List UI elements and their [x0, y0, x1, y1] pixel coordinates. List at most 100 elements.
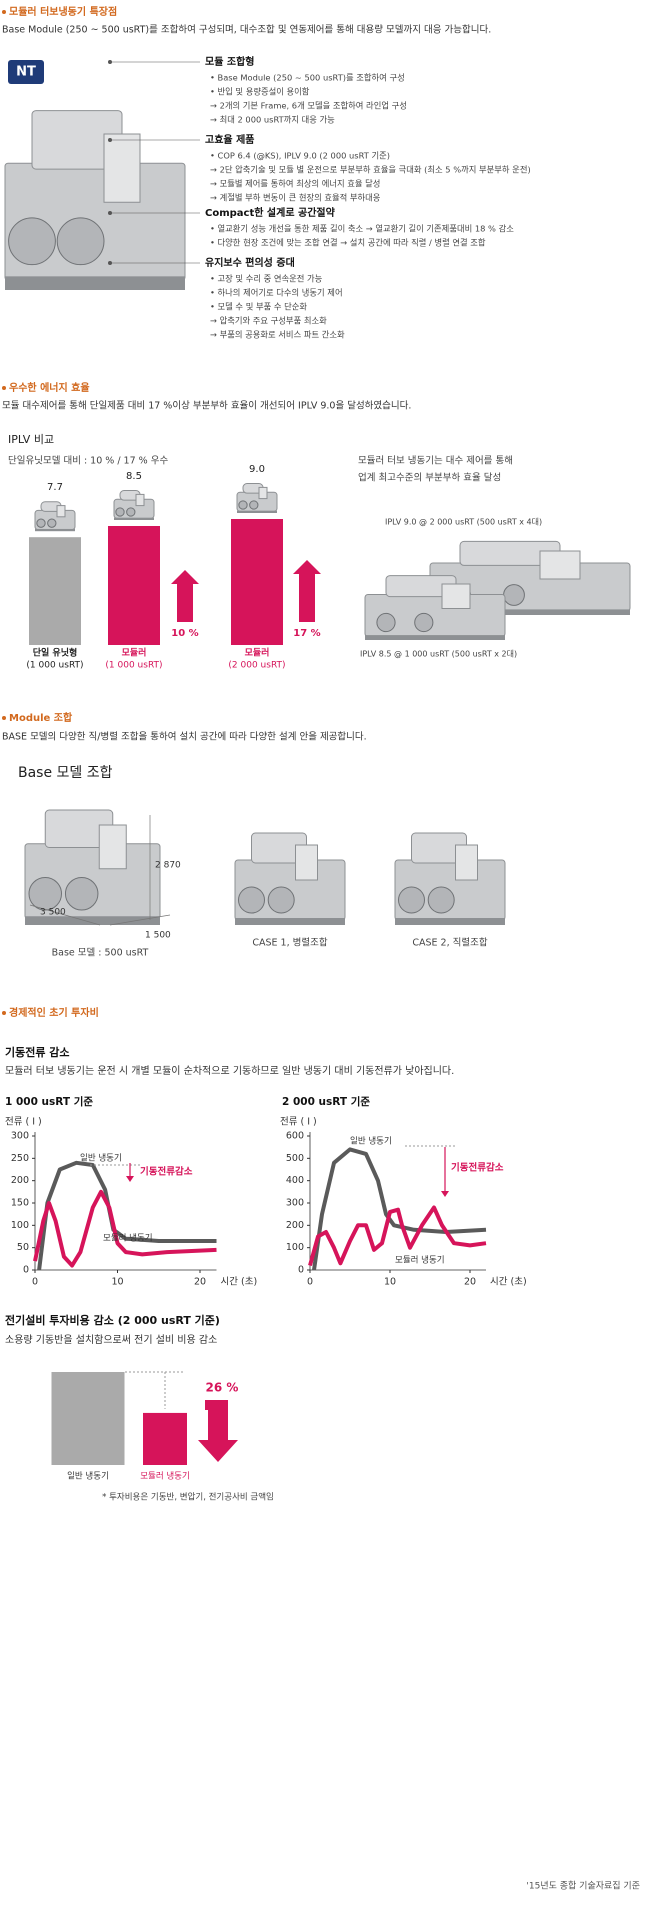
category-label: 모듈러 [245, 647, 270, 659]
callout-dot [108, 60, 112, 64]
chiller-nozzle [238, 886, 265, 914]
bullet [2, 1011, 6, 1015]
footnote: * 투자비용은 기동반, 변압기, 전기공사비 금액임 [102, 1492, 274, 1503]
y-tick-label: 250 [11, 1153, 29, 1164]
line-series [33, 1189, 217, 1268]
line-series [312, 1147, 487, 1271]
line-series [37, 1160, 217, 1271]
feature-item: → 압축기와 주요 구성부품 최소화 [210, 316, 327, 326]
photo-label: IPLV 8.5 @ 1 000 usRT (500 usRT x 2대) [360, 650, 517, 659]
chiller-base [235, 918, 345, 925]
section-title: Module 조합 [9, 711, 73, 724]
series-label: 일반 냉동기 [80, 1153, 122, 1164]
chiller-base [365, 635, 505, 640]
y-tick-label: 50 [17, 1242, 29, 1253]
bullet [2, 386, 6, 390]
note: 모듈러 터보 냉동기는 대수 제어를 통해 [358, 455, 513, 467]
chiller-image [394, 832, 506, 925]
chiller-nozzle [56, 217, 105, 266]
bar [51, 1372, 125, 1465]
chiller-nozzle [414, 612, 434, 633]
annotation: 기동전류감소 [451, 1162, 504, 1174]
feature-item: • 열교환기 성능 개선을 통한 제품 길이 축소 → 열교환기 길이 기존제품… [210, 224, 514, 234]
value-label: 9.0 [249, 464, 265, 475]
chiller-image [236, 483, 278, 513]
guide [125, 1371, 185, 1409]
bar [143, 1412, 187, 1465]
chiller-nozzle [398, 886, 425, 914]
y-tick-label: 100 [11, 1220, 29, 1231]
chiller-base [35, 528, 75, 532]
text: 소용량 기동반을 설치함으로써 전기 설비 비용 감소 [5, 1334, 217, 1346]
text: 모듈 대수제어를 통해 단일제품 대비 17 %이상 부분부하 효율이 개선되어… [2, 400, 411, 412]
logo-box [8, 60, 44, 84]
y-tick-label: 300 [286, 1198, 304, 1209]
chart-title: 1 000 usRT 기준 [5, 1095, 93, 1108]
x-tick-label: 20 [194, 1277, 206, 1288]
dimension: 2 870 [155, 861, 181, 871]
chart-subtitle: 단일유닛모델 대비 : 10 % / 17 % 우수 [8, 455, 168, 467]
feature-item: → 최대 2 000 usRT까지 대응 가능 [210, 115, 335, 125]
line-series [308, 1205, 487, 1267]
callout-dot [108, 211, 112, 215]
y-tick-label: 100 [286, 1242, 304, 1253]
subheading: Base 모델 조합 [18, 765, 113, 781]
annotation-arrowhead [126, 1176, 134, 1182]
chiller-nozzle [36, 518, 46, 528]
feature-heading: 고효율 제품 [205, 133, 254, 146]
arrow [171, 570, 199, 622]
series-label: 일반 냉동기 [350, 1136, 392, 1147]
feature-item: → 부품의 공용화로 서비스 파트 간소화 [210, 330, 345, 340]
x-axis-label: 시간 (초) [221, 1277, 258, 1288]
callout-dot [108, 138, 112, 142]
chart-title: IPLV 비교 [8, 433, 54, 446]
chiller-image [24, 809, 161, 925]
chiller-nozzle [376, 612, 396, 633]
annotation-arrowhead [441, 1191, 449, 1197]
feature-item: → 2개의 기본 Frame, 6개 모델을 조합하여 라인업 구성 [210, 101, 407, 111]
annotation: 17 % [293, 628, 320, 639]
chiller-nozzle [267, 886, 295, 914]
chiller-image [234, 832, 346, 925]
x-axis-label: 시간 (초) [490, 1277, 527, 1288]
feature-item: • 반입 및 용량증설이 용이함 [210, 87, 310, 97]
y-tick-label: 200 [286, 1220, 304, 1231]
chiller-base [114, 517, 154, 520]
chiller-panel [103, 133, 141, 203]
annotation: 10 % [171, 628, 198, 639]
series-label: 모듈러 냉동기 [395, 1255, 445, 1266]
x-tick-label: 20 [464, 1277, 476, 1288]
caption: CASE 1, 병렬조합 [252, 938, 327, 949]
x-tick-label: 0 [307, 1277, 313, 1288]
chiller-image [364, 575, 506, 640]
feature-item: → 계절별 부하 변동이 큰 현장의 효율적 부하대응 [210, 193, 381, 203]
dimension: 3 500 [40, 908, 66, 918]
chiller-base [395, 918, 505, 925]
feature-item: • 모델 수 및 부품 수 단순화 [210, 302, 307, 312]
value-label: 8.5 [126, 471, 142, 482]
caption: CASE 2, 직렬조합 [412, 938, 487, 949]
chart-title: 2 000 usRT 기준 [282, 1095, 370, 1108]
value-label: 7.7 [47, 482, 63, 493]
feature-item: • COP 6.4 (@KS), IPLV 9.0 (2 000 usRT 기준… [210, 151, 390, 161]
section-title: 우수한 에너지 효율 [9, 381, 90, 394]
source: '15년도 종합 기술자료집 기준 [526, 1880, 640, 1892]
y-tick-label: 0 [298, 1265, 304, 1276]
chiller-image [4, 110, 186, 290]
category-note: (1 000 usRT) [26, 661, 83, 671]
dimension: 1 500 [145, 931, 171, 941]
x-tick-label: 10 [384, 1277, 396, 1288]
bullet [2, 716, 6, 720]
category-note: (2 000 usRT) [228, 661, 285, 671]
feature-item: • Base Module (250 ~ 500 usRT)를 조합하여 구성 [210, 73, 405, 83]
chiller-nozzle [238, 500, 248, 510]
chiller-nozzle [47, 518, 57, 528]
y-tick-label: 600 [286, 1131, 304, 1142]
feature-heading: 유지보수 편의성 증대 [205, 256, 295, 269]
feature-heading: Compact한 설계로 공간절약 [205, 206, 336, 219]
annotation: 26 % [206, 1381, 239, 1395]
chiller-nozzle [427, 886, 455, 914]
chiller-nozzle [28, 877, 62, 911]
annotation: 기동전류감소 [140, 1166, 193, 1178]
